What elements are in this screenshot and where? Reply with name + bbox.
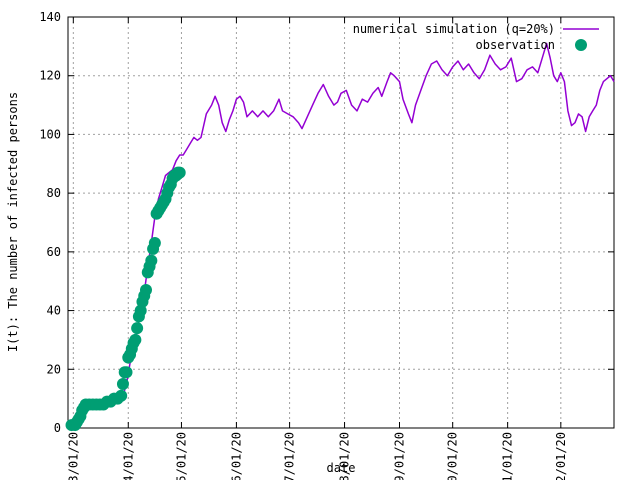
legend: numerical simulation (q=20%) observation (353, 22, 599, 52)
y-tick-label: 80 (47, 186, 61, 200)
observation-point (129, 333, 142, 346)
grid (68, 17, 614, 428)
legend-point-swatch (575, 39, 587, 51)
legend-label: observation (476, 38, 555, 52)
x-tick-label: 10/01/20 (446, 432, 460, 480)
axis-ticks: 0 20 40 60 80 100 120 140 03/01/20 04/01/20 05/01/… (39, 10, 614, 480)
x-tick-label: 08/01/20 (338, 432, 352, 480)
x-tick-label: 12/01/20 (554, 432, 568, 480)
simulation-line (71, 42, 615, 429)
legend-label: numerical simulation (q=20%) (353, 22, 555, 36)
x-tick-label: 07/01/20 (283, 432, 297, 480)
observation-point (140, 284, 152, 297)
y-tick-label: 140 (39, 10, 61, 24)
observation-point (115, 389, 128, 402)
observation-point (120, 366, 133, 379)
y-tick-label: 120 (39, 69, 61, 83)
x-tick-label: 04/01/20 (121, 432, 135, 480)
x-tick-label: 11/01/20 (501, 432, 515, 480)
observation-point (148, 237, 161, 250)
observation-point (173, 166, 186, 179)
y-tick-label: 100 (39, 127, 61, 141)
y-tick-label: 20 (47, 362, 61, 376)
y-tick-label: 0 (54, 421, 61, 435)
y-tick-label: 40 (47, 304, 61, 318)
observation-point (116, 377, 129, 390)
observation-point (131, 322, 144, 335)
x-axis-label: date (327, 461, 356, 475)
x-tick-label: 03/01/20 (66, 432, 80, 480)
x-tick-label: 06/01/20 (229, 432, 243, 480)
plot-frame (67, 16, 615, 429)
y-tick-label: 60 (47, 245, 61, 259)
x-tick-label: 05/01/20 (174, 432, 188, 480)
observation-point (145, 254, 158, 267)
x-tick-label: 09/01/20 (393, 432, 407, 480)
y-axis-label: I(t): The number of infected persons (6, 92, 20, 352)
series (65, 42, 615, 432)
